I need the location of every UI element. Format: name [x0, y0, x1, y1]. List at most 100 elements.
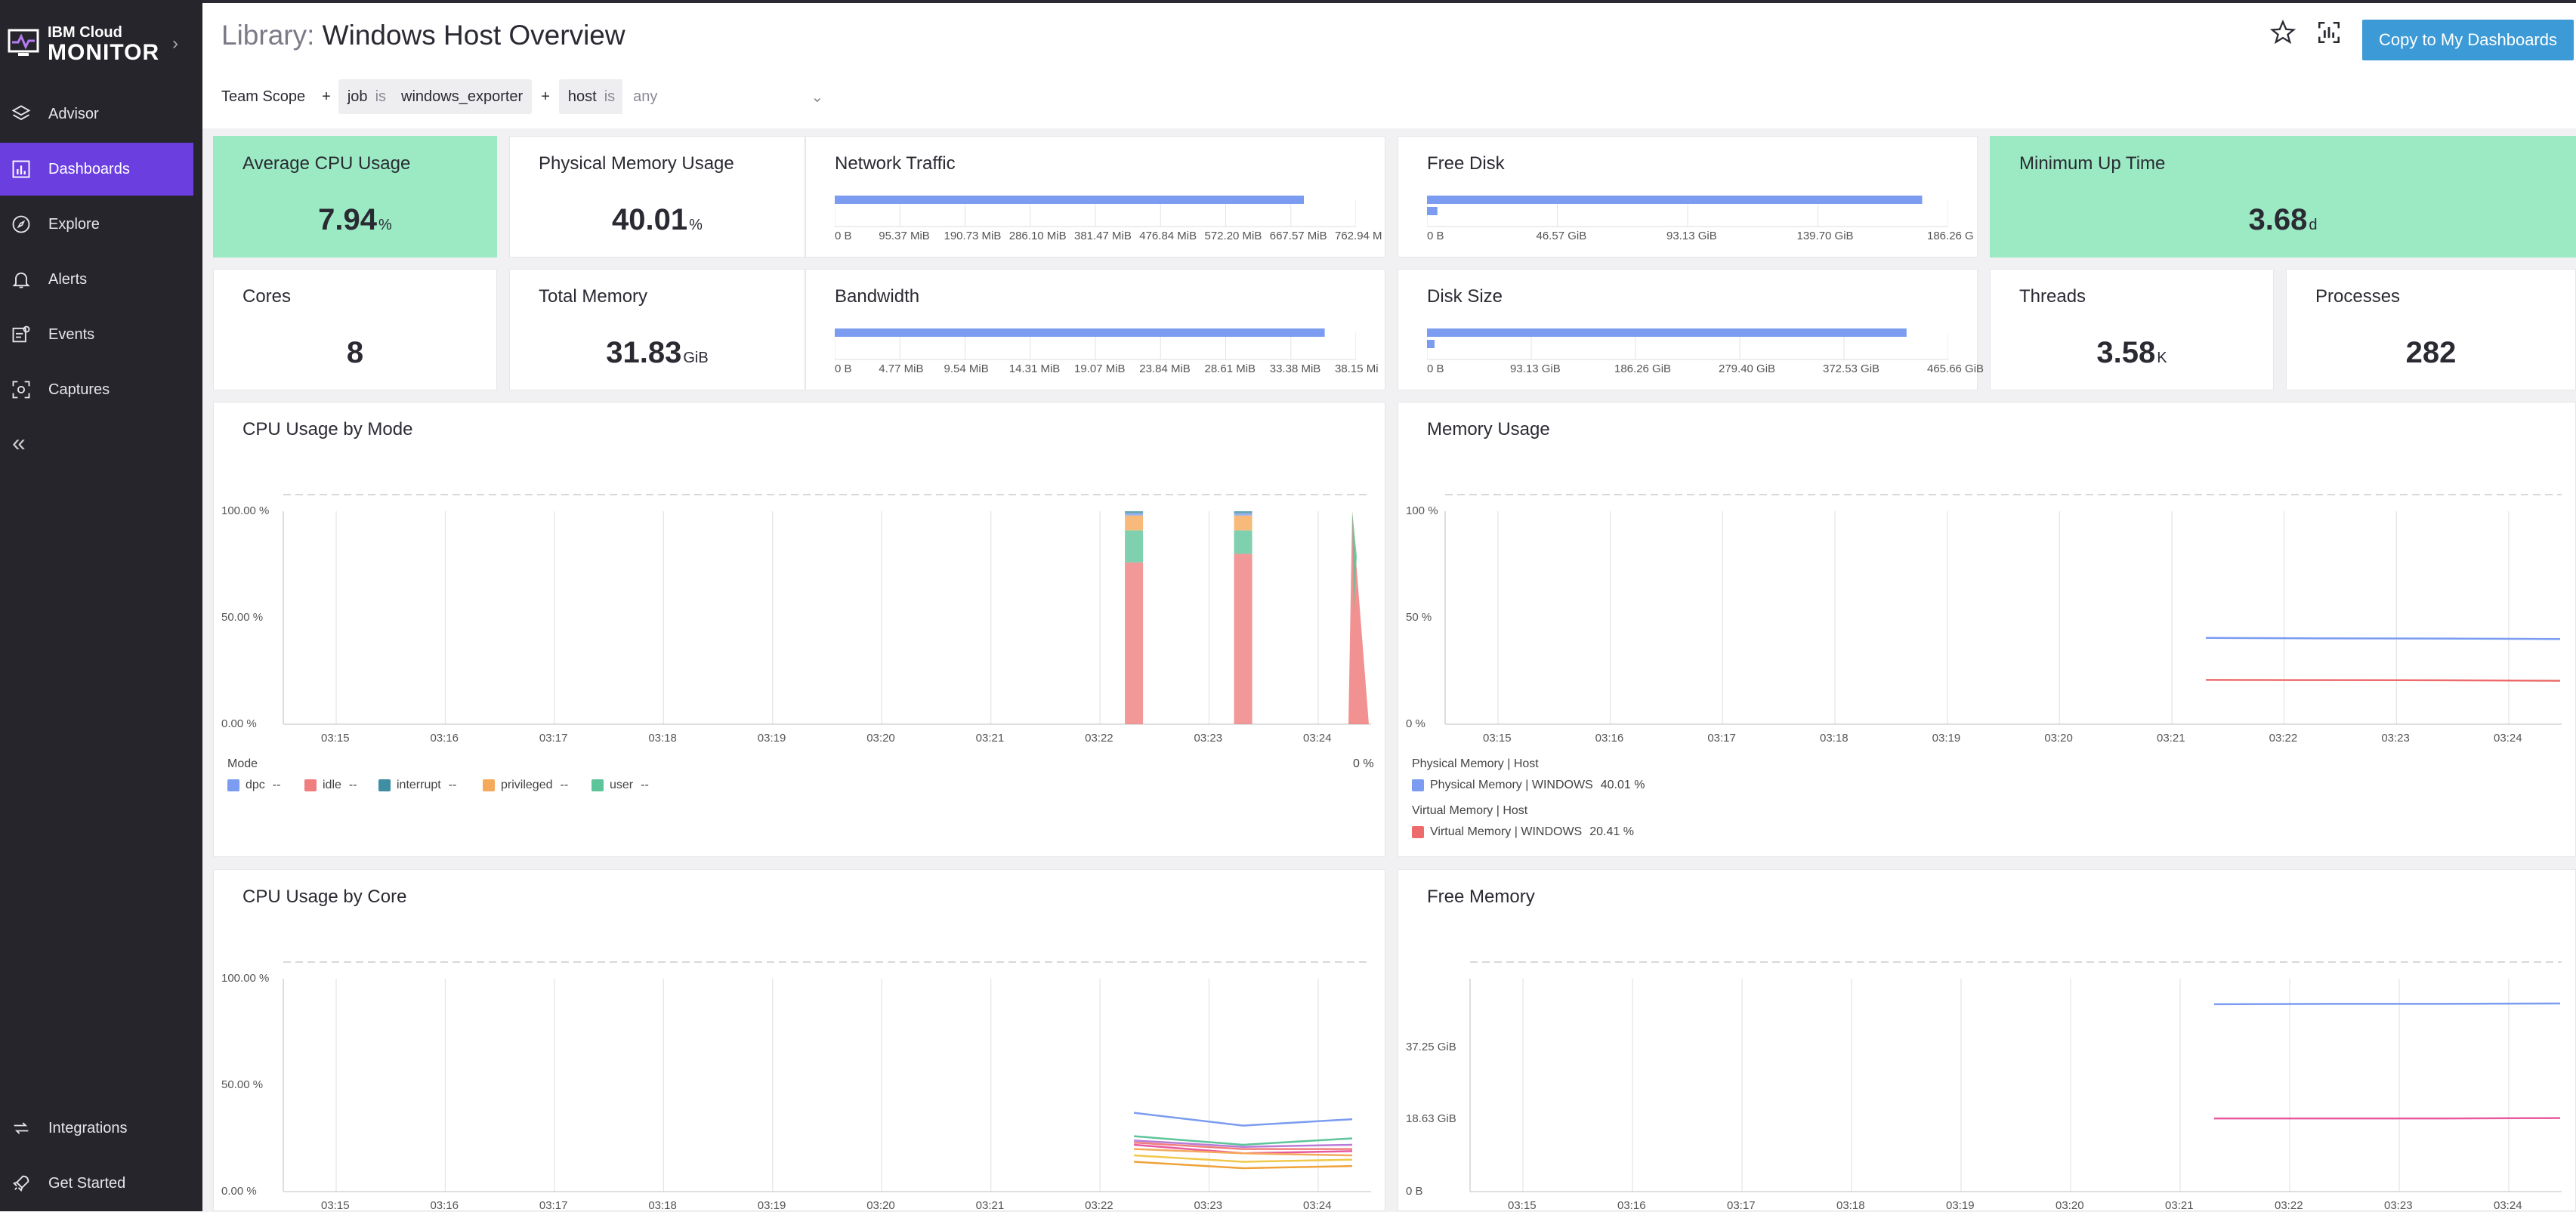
x-tick-label: 03:18	[648, 732, 677, 745]
panel-title: Memory Usage	[1427, 419, 1550, 439]
value-number: 31.83	[606, 336, 682, 369]
add-filter-icon[interactable]: +	[541, 88, 550, 105]
legend-item-interrupt[interactable]: interrupt --	[378, 779, 456, 792]
value-unit: %	[378, 217, 392, 233]
legend-group-title: Physical Memory | Host	[1412, 757, 1539, 770]
tick-label: 93.13 GiB	[1666, 230, 1717, 242]
tick-label: 28.61 MiB	[1204, 362, 1256, 375]
tick-label: 572.20 MiB	[1204, 230, 1262, 242]
y-tick-label: 100 %	[1406, 504, 1438, 517]
chart-canvas	[1469, 961, 2562, 1192]
tick-label: 93.13 GiB	[1510, 362, 1561, 375]
x-tick-label: 03:21	[2165, 1199, 2194, 1212]
nav-label: Captures	[48, 381, 110, 398]
sidebar: IBM Cloud MONITOR › Advisor Dashboards Exp…	[0, 0, 202, 1211]
card-label: Network Traffic	[835, 153, 956, 174]
y-tick-label: 18.63 GiB	[1406, 1112, 1456, 1126]
nav-item-explore[interactable]: Explore	[0, 198, 193, 251]
value-number: 40.01	[612, 203, 688, 236]
host-filter-chip[interactable]: host is any ⌄	[558, 79, 835, 114]
y-tick-label: 37.25 GiB	[1406, 1041, 1456, 1053]
job-filter-chip[interactable]: job is windows_exporter	[338, 79, 533, 114]
x-tick-label: 03:22	[2269, 732, 2298, 745]
legend-item-privileged[interactable]: privileged --	[483, 779, 568, 792]
tick-label: 0 B	[1427, 230, 1444, 242]
bar-idle	[1234, 554, 1252, 724]
card-label: Cores	[242, 286, 292, 307]
y-tick-label: 100.00 %	[221, 972, 270, 985]
value-number: 3.68	[2248, 203, 2308, 236]
legend-val: 40.01 %	[1600, 779, 1645, 791]
y-tick-label: 0.00 %	[221, 1185, 257, 1198]
legend-item-dpc[interactable]: dpc --	[227, 779, 280, 792]
copy-to-dashboards-button[interactable]: Copy to My Dashboards	[2362, 20, 2574, 60]
star-icon[interactable]	[2270, 20, 2296, 45]
tick-label: 0 B	[835, 362, 852, 375]
bar-privileged	[1234, 515, 1252, 531]
x-tick-label: 03:18	[1836, 1199, 1865, 1212]
bar-idle-edge	[1348, 511, 1369, 724]
nav-item-dashboards[interactable]: Dashboards	[0, 143, 193, 196]
job-op: is	[375, 88, 387, 105]
x-tick-label: 03:21	[975, 1199, 1005, 1212]
bar-privileged	[1125, 515, 1144, 531]
hbar-chart	[835, 196, 1356, 227]
hbar-fill-secondary	[1427, 207, 1438, 215]
cpu-by-mode-panel: CPU Usage by Mode 03:15 03:16 03:17 03:18 03:…	[213, 402, 1385, 857]
nav-item-events[interactable]: Events	[0, 308, 193, 361]
host-value-select[interactable]: any ⌄	[622, 79, 835, 114]
hbar-fill	[835, 196, 1304, 204]
x-tick-label: 03:24	[1303, 732, 1332, 745]
scan-icon[interactable]	[2316, 20, 2342, 45]
bar-user	[1234, 530, 1252, 554]
hbar-chart	[835, 328, 1356, 360]
nav-item-advisor[interactable]: Advisor	[0, 88, 193, 140]
legend-name: dpc	[246, 779, 265, 791]
legend-item[interactable]: Virtual Memory | WINDOWS 20.41 %	[1412, 825, 1634, 839]
chevron-right-icon[interactable]: ›	[172, 33, 178, 54]
value-number: 3.58	[2096, 336, 2156, 369]
tick-label: 4.77 MiB	[879, 362, 924, 375]
x-tick-label: 03:24	[2494, 1199, 2522, 1212]
x-tick-label: 03:19	[1946, 1199, 1975, 1212]
tick-label: 9.54 MiB	[944, 362, 989, 375]
legend-item-user[interactable]: user --	[591, 779, 649, 792]
legend-name: interrupt	[397, 779, 441, 791]
tick-label: 0 B	[1427, 362, 1444, 375]
threads-card: Threads 3.58 K	[1990, 269, 2274, 390]
card-label: Processes	[2315, 286, 2401, 307]
app-logo[interactable]: IBM Cloud MONITOR ›	[8, 23, 196, 68]
tick-label: 33.38 MiB	[1269, 362, 1321, 375]
x-tick-label: 03:17	[1727, 1199, 1756, 1212]
capture-icon	[12, 381, 30, 399]
card-label: Physical Memory Usage	[539, 153, 734, 174]
nav-item-alerts[interactable]: Alerts	[0, 253, 193, 306]
tick-label: 19.07 MiB	[1074, 362, 1126, 375]
legend-item-idle[interactable]: idle --	[304, 779, 357, 792]
tick-label: 139.70 GiB	[1796, 230, 1854, 242]
collapse-icon[interactable]: «	[12, 429, 26, 456]
legend-item[interactable]: Physical Memory | WINDOWS 40.01 %	[1412, 779, 1645, 792]
legend-name: privileged	[501, 779, 553, 791]
series-line	[2205, 637, 2561, 640]
card-value: 31.83 GiB	[510, 336, 805, 370]
tick-label: 476.84 MiB	[1139, 230, 1197, 242]
team-scope-label[interactable]: Team Scope	[221, 88, 306, 105]
series-line	[1134, 1135, 1353, 1146]
phys-mem-card: Physical Memory Usage 40.01%	[509, 136, 805, 258]
bar-interrupt	[1234, 511, 1252, 513]
host-op: is	[604, 88, 616, 105]
x-tick-label: 03:22	[1085, 732, 1113, 745]
disk-size-card: Disk Size 0 B 93.13 GiB 186.26 GiB 279.40 Gi…	[1398, 269, 1984, 390]
nav-item-integrations[interactable]: Integrations	[0, 1102, 193, 1155]
series-line	[1134, 1141, 1352, 1150]
min-uptime-card: Minimum Up Time 3.68 d	[1990, 136, 2576, 258]
nav-item-captures[interactable]: Captures	[0, 363, 193, 416]
tick-label: 279.40 GiB	[1719, 362, 1776, 375]
nav-item-get-started[interactable]: Get Started	[0, 1157, 193, 1210]
legend-swatch	[483, 779, 495, 791]
nav-label: Integrations	[48, 1119, 128, 1136]
legend-swatch	[378, 779, 391, 791]
x-tick-label: 03:20	[2056, 1199, 2084, 1212]
add-filter-icon[interactable]: +	[322, 88, 331, 105]
